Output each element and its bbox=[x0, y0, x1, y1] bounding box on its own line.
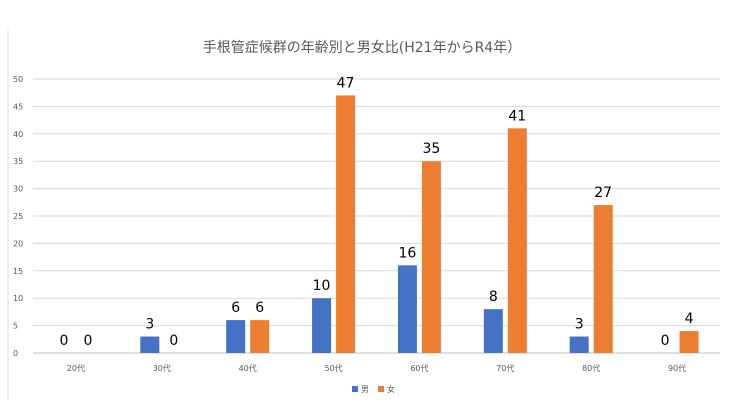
legend-swatch bbox=[352, 386, 358, 392]
x-axis-ticks: 20代 30代 40代 50代 60代 70代 80代 90代 bbox=[67, 363, 686, 373]
bar-female bbox=[336, 95, 356, 353]
bar-male bbox=[569, 336, 589, 353]
bar-female bbox=[679, 331, 699, 353]
data-label: 16 bbox=[399, 245, 417, 261]
y-axis-ticks: 0 5 10 15 20 25 30 35 40 45 50 bbox=[13, 75, 23, 358]
data-label: 4 bbox=[685, 311, 694, 327]
data-label: 0 bbox=[169, 333, 178, 349]
x-tick-label: 50代 bbox=[324, 363, 342, 373]
data-label: 0 bbox=[83, 333, 92, 349]
bar-female bbox=[507, 128, 527, 353]
x-tick-label: 60代 bbox=[410, 363, 428, 373]
legend-label: 女 bbox=[387, 384, 395, 394]
y-tick-label: 10 bbox=[13, 294, 23, 303]
data-label: 41 bbox=[508, 108, 526, 124]
bar-male bbox=[226, 320, 246, 353]
x-tick-label: 40代 bbox=[239, 363, 257, 373]
x-tick-label: 80代 bbox=[582, 363, 600, 373]
y-tick-label: 25 bbox=[13, 212, 23, 221]
y-tick-label: 35 bbox=[13, 157, 23, 166]
y-tick-label: 15 bbox=[13, 267, 23, 276]
data-label: 0 bbox=[661, 333, 670, 349]
data-label: 3 bbox=[575, 317, 584, 333]
data-label: 10 bbox=[313, 278, 331, 294]
data-label: 3 bbox=[145, 317, 154, 333]
bar-female bbox=[250, 320, 270, 353]
y-tick-label: 5 bbox=[13, 322, 18, 331]
data-label: 6 bbox=[255, 300, 264, 316]
bar-male bbox=[483, 309, 503, 353]
y-tick-label: 0 bbox=[13, 349, 18, 358]
legend: 男女 bbox=[352, 384, 395, 394]
legend-swatch bbox=[378, 386, 384, 392]
y-tick-label: 20 bbox=[13, 239, 23, 248]
bar-female bbox=[593, 205, 613, 353]
x-tick-label: 90代 bbox=[668, 363, 686, 373]
grid-lines bbox=[33, 78, 720, 327]
y-tick-label: 50 bbox=[13, 75, 23, 84]
chart-title: 手根管症候群の年齢別と男女比(H21年からR4年） bbox=[203, 39, 521, 56]
y-tick-label: 40 bbox=[13, 130, 23, 139]
data-label: 27 bbox=[594, 185, 612, 201]
data-label: 0 bbox=[59, 333, 68, 349]
x-tick-label: 20代 bbox=[67, 363, 85, 373]
data-label: 47 bbox=[337, 75, 355, 91]
x-tick-label: 70代 bbox=[496, 363, 514, 373]
y-tick-label: 45 bbox=[13, 102, 23, 111]
data-label: 35 bbox=[423, 141, 441, 157]
y-tick-label: 30 bbox=[13, 185, 23, 194]
legend-label: 男 bbox=[361, 385, 369, 394]
data-label: 8 bbox=[489, 289, 498, 305]
bar-male bbox=[312, 298, 332, 353]
data-label: 6 bbox=[231, 300, 240, 316]
bar-male bbox=[140, 336, 160, 353]
bar-male bbox=[397, 265, 417, 353]
bar-female bbox=[421, 161, 441, 353]
x-tick-label: 30代 bbox=[153, 363, 171, 373]
bars bbox=[140, 95, 699, 353]
